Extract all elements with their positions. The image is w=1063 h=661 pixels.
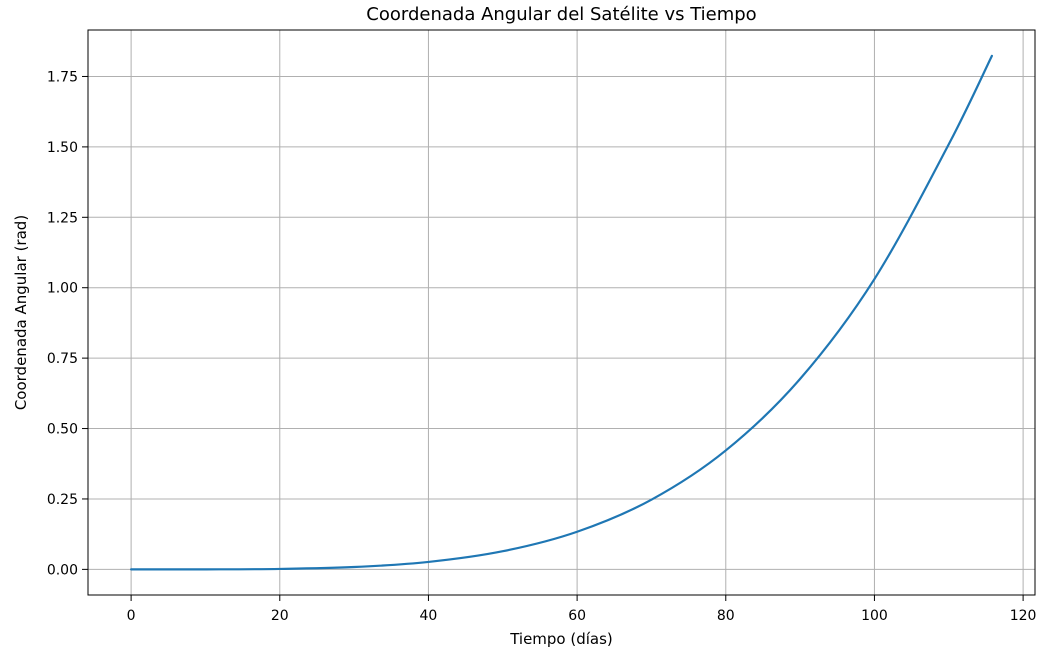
series-layer	[130, 54, 993, 571]
y-tick-label: 1.50	[47, 140, 78, 156]
plot-frame	[87, 29, 1036, 596]
y-tick-label: 0.75	[47, 351, 78, 367]
y-tick-label: 0.25	[47, 492, 78, 508]
y-tick-label: 1.75	[47, 69, 78, 85]
y-tick-label: 0.50	[47, 422, 78, 438]
x-tick-label: 20	[271, 608, 289, 624]
y-tick-label: 1.25	[47, 210, 78, 226]
y-tick-label: 1.00	[47, 281, 78, 297]
grid	[88, 30, 1035, 595]
x-tick-label: 120	[1010, 608, 1037, 624]
x-tick-label: 100	[861, 608, 888, 624]
x-axis-title: Tiempo (días)	[509, 630, 613, 648]
y-axis-title: Coordenada Angular (rad)	[12, 215, 30, 410]
x-tick-label: 0	[127, 608, 136, 624]
x-tick-label: 60	[568, 608, 586, 624]
ticks: 0 20 40 60 80 100 120 0.00 0.25 0.50 0.75 1.00 1.25 1…	[47, 69, 1037, 624]
x-tick-label: 80	[717, 608, 735, 624]
y-tick-label: 0.00	[47, 562, 78, 578]
series-line	[130, 54, 993, 571]
chart-title: Coordenada Angular del Satélite vs Tiemp…	[366, 4, 756, 25]
x-tick-label: 40	[420, 608, 438, 624]
